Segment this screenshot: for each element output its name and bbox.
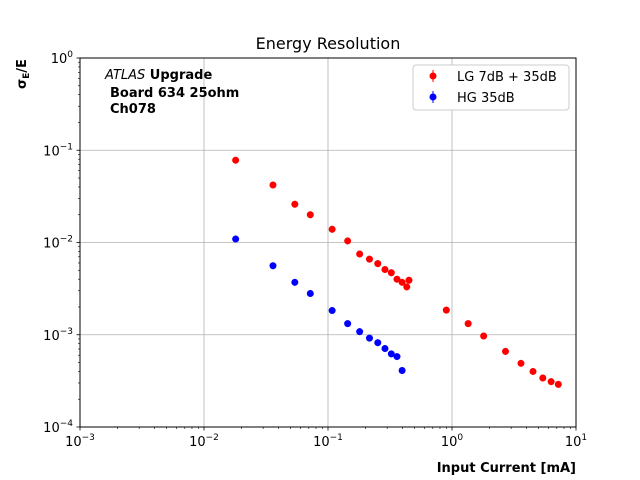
x-tick-label: 101 [565, 433, 587, 450]
data-point [547, 378, 555, 386]
data-point [232, 156, 240, 164]
legend-marker-hg [429, 93, 437, 101]
annotation-line-2: Board 634 25ohm [110, 86, 239, 101]
legend-label-lg: LG 7dB + 35dB [457, 70, 557, 85]
data-point [398, 278, 406, 286]
legend-marker-lg [429, 72, 437, 80]
data-point [269, 181, 277, 189]
x-tick-label: 10−3 [65, 433, 95, 450]
data-point [328, 307, 336, 315]
data-point [291, 200, 299, 208]
data-point [398, 366, 406, 374]
data-point [464, 320, 472, 328]
data-point [529, 367, 537, 375]
x-tick-label: 10−2 [189, 433, 219, 450]
data-point [381, 265, 389, 273]
y-axis-label-sub: E [22, 73, 32, 79]
atlas-annotation: ATLAS Upgrade Board 634 25ohm Ch078 [104, 68, 239, 117]
data-point [344, 320, 352, 328]
x-axis-label: Input Current [mA] [437, 461, 576, 476]
data-point [306, 211, 314, 219]
major-ticks [76, 57, 577, 431]
data-point [442, 306, 450, 314]
data-point [480, 332, 488, 340]
data-point [374, 339, 382, 347]
y-axis-label: σE/E [15, 59, 32, 89]
legend-entry-hg: HG 35dB [429, 91, 515, 106]
data-point [405, 276, 413, 284]
data-point [501, 347, 509, 355]
annotation-atlas: ATLAS [104, 68, 145, 83]
data-point [381, 344, 389, 352]
data-point [539, 374, 547, 382]
y-tick-label: 10−3 [43, 327, 73, 344]
data-point [517, 359, 525, 367]
y-tick-label: 10−2 [43, 235, 73, 252]
data-point [393, 275, 401, 283]
data-point [344, 237, 352, 245]
y-tick-label: 100 [51, 50, 74, 67]
annotation-line-1: ATLAS Upgrade [104, 68, 212, 83]
series-hg [232, 235, 406, 374]
x-tick-label: 100 [441, 433, 464, 450]
data-point [306, 289, 314, 297]
data-point [356, 250, 364, 258]
grid-lines [80, 58, 576, 427]
x-tick-labels: 10−3 10−2 10−1 100 101 [65, 433, 587, 450]
chart-title: Energy Resolution [256, 34, 401, 53]
y-tick-label: 10−1 [43, 142, 73, 159]
data-point [365, 255, 373, 263]
data-point [554, 380, 562, 388]
series-lg [232, 156, 562, 388]
annotation-upgrade: Upgrade [145, 68, 212, 83]
data-point [387, 350, 395, 358]
data-point [403, 283, 411, 291]
data-point [356, 328, 364, 336]
legend-label-hg: HG 35dB [457, 91, 515, 106]
data-point [374, 260, 382, 268]
data-point [291, 278, 299, 286]
data-point [387, 269, 395, 277]
legend: LG 7dB + 35dB HG 35dB [412, 64, 570, 111]
legend-entry-lg: LG 7dB + 35dB [429, 70, 557, 85]
annotation-line-3: Ch078 [110, 102, 156, 117]
y-tick-labels: 10−4 10−3 10−2 10−1 100 [43, 50, 73, 436]
data-point [365, 334, 373, 342]
data-point [328, 225, 336, 233]
y-axis-label-tail: /E [15, 59, 30, 73]
data-point [393, 353, 401, 361]
y-axis-label-sigma: σ [15, 79, 30, 89]
data-point [269, 262, 277, 270]
plot-frame [79, 57, 577, 428]
legend-box [412, 64, 570, 111]
x-tick-label: 10−1 [313, 433, 343, 450]
y-tick-label: 10−4 [43, 419, 73, 436]
data-point [232, 235, 240, 243]
data-points [232, 156, 562, 388]
